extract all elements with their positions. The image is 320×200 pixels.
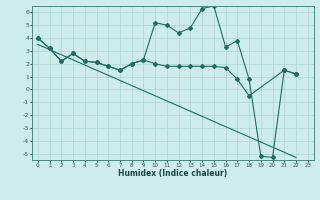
X-axis label: Humidex (Indice chaleur): Humidex (Indice chaleur) — [118, 169, 228, 178]
